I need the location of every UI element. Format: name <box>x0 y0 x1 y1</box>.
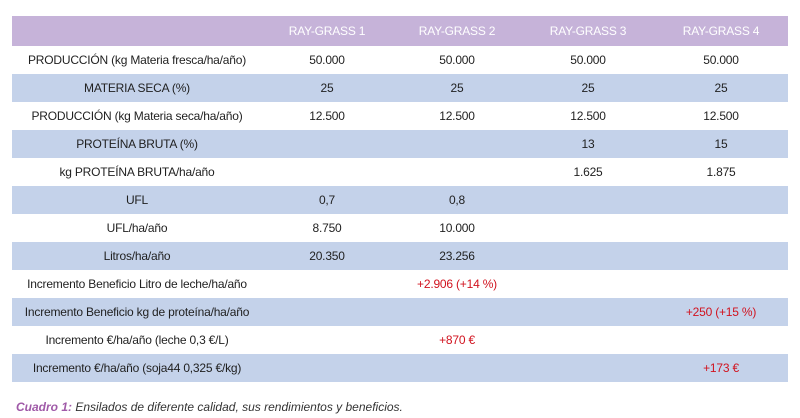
data-table: RAY-GRASS 1 RAY-GRASS 2 RAY-GRASS 3 RAY-… <box>12 16 788 382</box>
table-row: Incremento €/ha/año (soja44 0,325 €/kg) … <box>12 354 788 382</box>
table-cell: 25 <box>450 81 464 95</box>
row-label: PRODUCCIÓN (kg Materia seca/ha/año) <box>31 109 243 123</box>
table-cell: 12.500 <box>309 109 345 123</box>
row-label: Incremento Beneficio kg de proteína/ha/a… <box>24 305 250 319</box>
table-cell: 12.500 <box>570 109 606 123</box>
table-caption: Cuadro 1: Ensilados de diferente calidad… <box>16 400 403 414</box>
row-label: PROTEÍNA BRUTA (%) <box>76 137 198 151</box>
table-cell: 50.000 <box>570 53 606 67</box>
row-label: Incremento €/ha/año (leche 0,3 €/L) <box>45 333 229 347</box>
table-cell: 10.000 <box>439 221 475 235</box>
row-label: PRODUCCIÓN (kg Materia fresca/ha/año) <box>28 53 246 67</box>
row-label: kg PROTEÍNA BRUTA/ha/año <box>59 165 215 179</box>
table-row: Incremento Beneficio kg de proteína/ha/a… <box>12 298 788 326</box>
table-row: Litros/ha/año 20.350 23.256 <box>12 242 788 270</box>
caption-text: Ensilados de diferente calidad, sus rend… <box>72 400 403 414</box>
table-row: UFL 0,7 0,8 <box>12 186 788 214</box>
table-row: kg PROTEÍNA BRUTA/ha/año 1.625 1.875 <box>12 158 788 186</box>
table-cell: 25 <box>581 81 595 95</box>
table-row: PROTEÍNA BRUTA (%) 13 15 <box>12 130 788 158</box>
header-cell-ray-grass-3: RAY-GRASS 3 <box>549 24 627 38</box>
table-cell: 1.875 <box>706 165 736 179</box>
table-row: MATERIA SECA (%) 25 25 25 25 <box>12 74 788 102</box>
table-cell: 12.500 <box>439 109 475 123</box>
table-cell: 23.256 <box>439 249 475 263</box>
row-label: Incremento €/ha/año (soja44 0,325 €/kg) <box>32 361 242 375</box>
row-label: Litros/ha/año <box>103 249 171 263</box>
highlight-cell: +2.906 (+14 %) <box>417 277 497 291</box>
table-cell: 25 <box>714 81 728 95</box>
caption-label: Cuadro 1: <box>16 400 73 414</box>
table-cell: 50.000 <box>439 53 475 67</box>
row-label: Incremento Beneficio Litro de leche/ha/a… <box>27 277 247 291</box>
table-cell: 12.500 <box>703 109 739 123</box>
table-cell: 0,7 <box>318 193 336 207</box>
table-cell: 13 <box>581 137 595 151</box>
table-row: PRODUCCIÓN (kg Materia fresca/ha/año) 50… <box>12 46 788 74</box>
header-cell-ray-grass-1: RAY-GRASS 1 <box>288 24 366 38</box>
table-cell: 50.000 <box>309 53 345 67</box>
table-cell: 1.625 <box>573 165 603 179</box>
row-label: UFL <box>125 193 149 207</box>
header-cell-ray-grass-2: RAY-GRASS 2 <box>418 24 496 38</box>
table-header-row: RAY-GRASS 1 RAY-GRASS 2 RAY-GRASS 3 RAY-… <box>12 16 788 46</box>
row-label: MATERIA SECA (%) <box>84 81 190 95</box>
table-cell: 50.000 <box>703 53 739 67</box>
header-cell-ray-grass-4: RAY-GRASS 4 <box>682 24 760 38</box>
table-row: Incremento €/ha/año (leche 0,3 €/L) +870… <box>12 326 788 354</box>
table-cell: 20.350 <box>309 249 345 263</box>
row-label: UFL/ha/año <box>106 221 168 235</box>
highlight-cell: +870 € <box>439 333 475 347</box>
table-row: PRODUCCIÓN (kg Materia seca/ha/año) 12.5… <box>12 102 788 130</box>
table-cell: 25 <box>320 81 334 95</box>
table-row: Incremento Beneficio Litro de leche/ha/a… <box>12 270 788 298</box>
highlight-cell: +250 (+15 %) <box>685 305 757 319</box>
table-cell: 0,8 <box>448 193 466 207</box>
table-cell: 15 <box>714 137 728 151</box>
table-cell: 8.750 <box>312 221 342 235</box>
highlight-cell: +173 € <box>703 361 739 375</box>
table-row: UFL/ha/año 8.750 10.000 <box>12 214 788 242</box>
